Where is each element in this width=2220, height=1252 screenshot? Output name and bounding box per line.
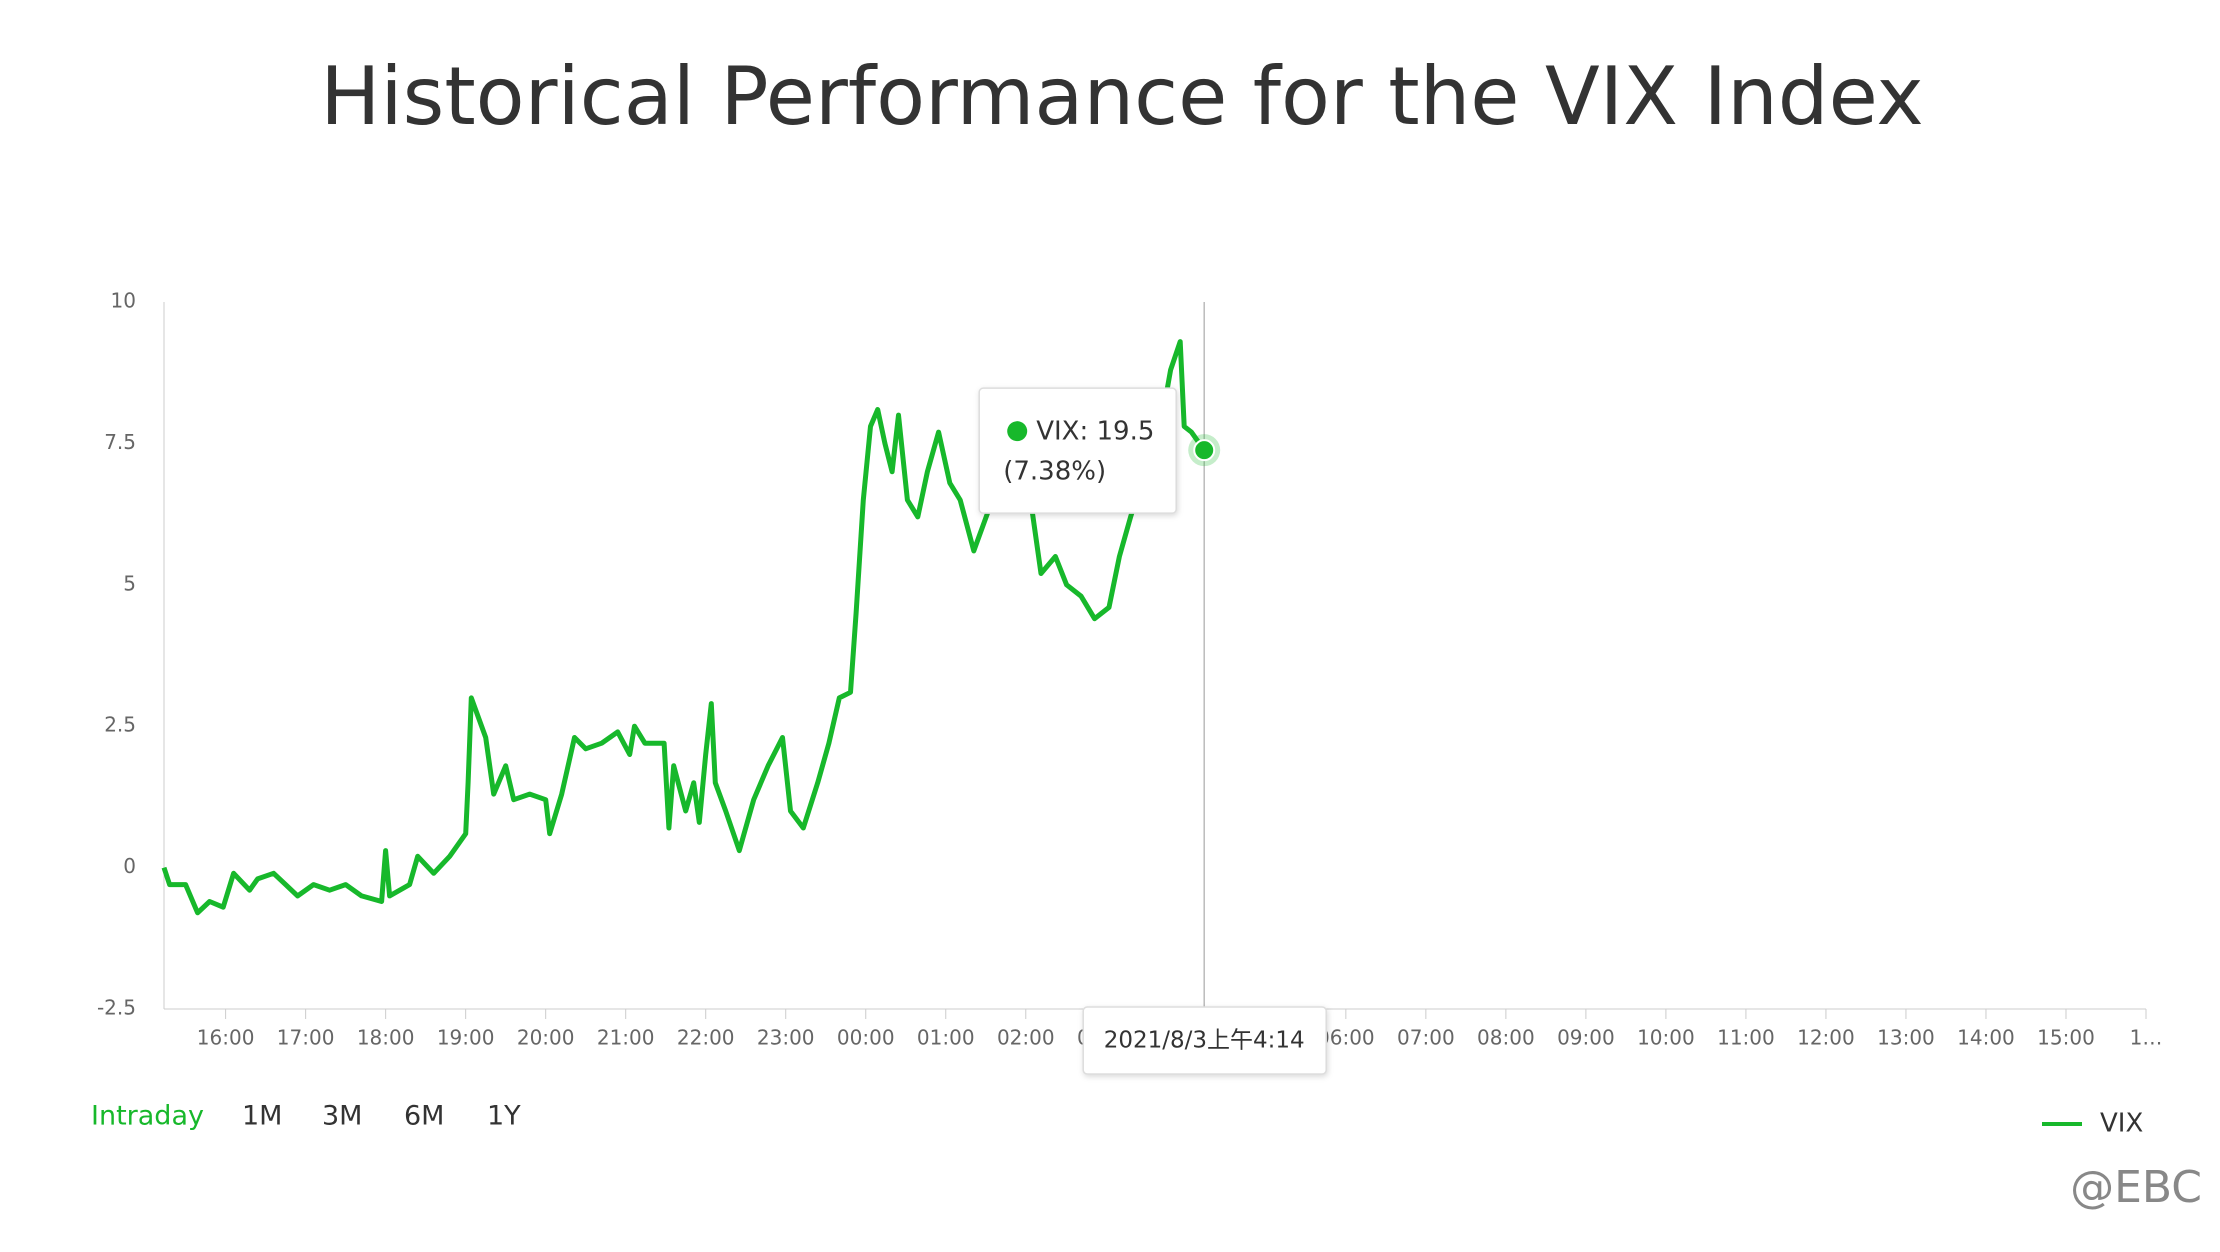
overlay: VIX: 19.5 (7.38%) 2021/8/3上午4:14 [978,302,1327,1075]
x-tick-label: 07:00 [1397,1026,1455,1050]
x-tick-label: 17:00 [277,1026,335,1050]
range-button[interactable]: 6M [404,1101,444,1132]
y-tick-label: 10 [111,289,136,313]
x-tick-label: 20:00 [517,1026,575,1050]
y-tick-label: 0 [123,854,136,878]
x-tick-label: 19:00 [437,1026,495,1050]
time-label: 2021/8/3上午4:14 [1104,1028,1305,1054]
time-label-box [1082,1006,1327,1075]
tooltip-value: VIX: 19.5 [1036,417,1154,447]
x-tick-label: 1… [2130,1026,2163,1050]
x-tick-label: 01:00 [917,1026,975,1050]
y-tick-label: 7.5 [104,430,136,454]
hover-point [1193,439,1216,462]
chart-title: Historical Performance for the VIX Index [320,50,1923,143]
x-tick-label: 16:00 [197,1026,255,1050]
x-tick-label: 23:00 [757,1026,815,1050]
x-tick-label: 14:00 [1957,1026,2015,1050]
x-tick-label: 15:00 [2037,1026,2095,1050]
x-tick-label: 12:00 [1797,1026,1855,1050]
x-tick-label: 10:00 [1637,1026,1695,1050]
range-button[interactable]: 1Y [487,1101,521,1132]
x-tick-label: 09:00 [1557,1026,1615,1050]
tooltip-box [978,387,1177,514]
y-tick-label: 2.5 [104,713,136,737]
watermark: @EBC [2070,1162,2202,1213]
x-tick-label: 08:00 [1477,1026,1535,1050]
x-tick-label: 21:00 [597,1026,655,1050]
y-tick-label: -2.5 [97,996,136,1020]
x-tick-label: 22:00 [677,1026,735,1050]
x-tick-label: 00:00 [837,1026,895,1050]
tooltip-change: (7.38%) [1003,457,1106,487]
y-tick-label: 5 [123,571,136,595]
legend-label: VIX [2100,1109,2143,1139]
range-button[interactable]: 3M [322,1101,362,1132]
range-button[interactable]: 1M [242,1101,282,1132]
x-tick-label: 18:00 [357,1026,415,1050]
range-button[interactable]: Intraday [91,1101,204,1132]
tooltip-dot [1007,421,1028,442]
x-tick-label: 11:00 [1717,1026,1775,1050]
x-tick-label: 02:00 [997,1026,1055,1050]
x-tick-label: 13:00 [1877,1026,1935,1050]
